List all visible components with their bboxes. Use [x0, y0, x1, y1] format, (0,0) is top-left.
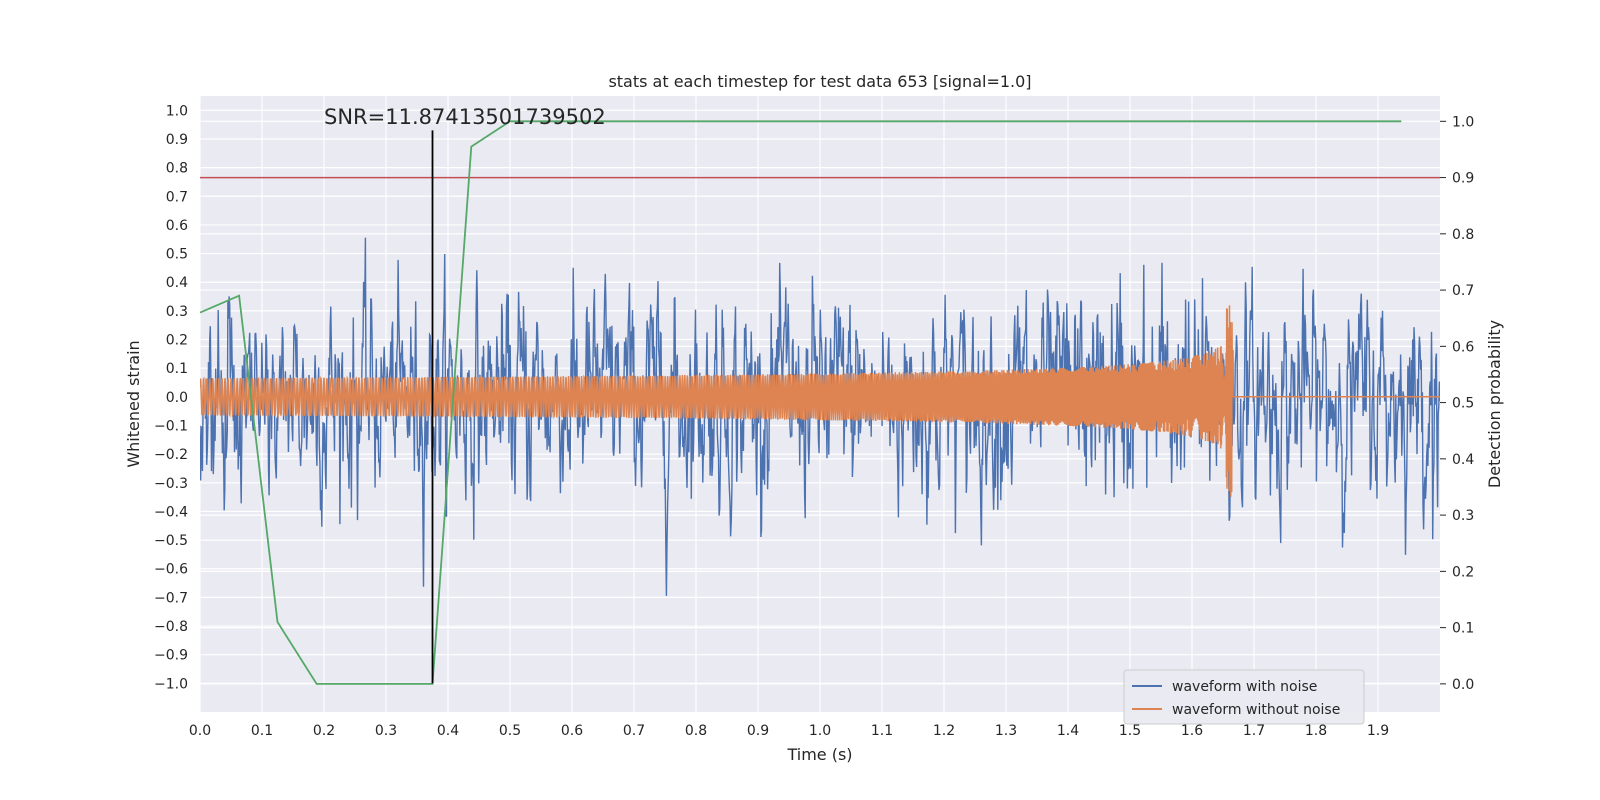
y-right-tick-label: 0.3 [1452, 508, 1474, 524]
series-waveform-without-noise [200, 305, 1440, 497]
y-right-tick-label: 0.6 [1452, 339, 1474, 355]
x-tick-label: 1.8 [1305, 723, 1327, 739]
y-tick-label: 0.2 [166, 333, 188, 349]
x-tick-label: 1.6 [1181, 723, 1203, 739]
x-tick-label: 1.9 [1367, 723, 1389, 739]
x-tick-label: 1.2 [933, 723, 955, 739]
x-tick-label: 0.9 [747, 723, 769, 739]
y-tick-label: 0.3 [166, 304, 188, 320]
x-axis-label: Time (s) [786, 745, 852, 764]
y-tick-label: 0.8 [166, 161, 188, 177]
x-tick-label: 0.1 [251, 723, 273, 739]
y-tick-label: −0.3 [154, 476, 188, 492]
y-tick-label: −0.6 [154, 562, 188, 578]
y-right-axis-ticks: 1.0 0.9 0.8 0.7 0.6 0.5 0.4 0.3 0.2 0.1 0.0 [1440, 114, 1474, 693]
y-tick-label: 0.0 [166, 390, 188, 406]
x-tick-label: 1.7 [1243, 723, 1265, 739]
y-tick-label: −0.8 [154, 619, 188, 635]
y-right-tick-label: 0.7 [1452, 283, 1474, 299]
y-tick-label: 0.7 [166, 189, 188, 205]
legend-box [1123, 669, 1365, 725]
legend-label-noise: waveform with noise [1172, 679, 1317, 695]
y-axis-ticks: 1.0 0.9 0.8 0.7 0.6 0.5 0.4 0.3 0.2 0.1 0.0 −0.1 −0.… [154, 103, 188, 692]
x-tick-label: 1.1 [871, 723, 893, 739]
y-tick-label: 0.5 [166, 247, 188, 263]
y-tick-label: 1.0 [166, 103, 188, 119]
legend-label-clean: waveform without noise [1172, 702, 1340, 718]
series-layer [200, 120, 1440, 685]
y-right-tick-label: 0.0 [1452, 677, 1474, 693]
y-right-tick-label: 0.8 [1452, 227, 1474, 243]
y-right-tick-label: 0.5 [1452, 396, 1474, 412]
series-clip-group [200, 120, 1440, 685]
snr-annotation: SNR=11.87413501739502 [324, 105, 606, 129]
y-tick-label: 0.4 [166, 275, 188, 291]
y-tick-label: 0.9 [166, 132, 188, 148]
y-right-tick-label: 0.4 [1452, 452, 1474, 468]
y-right-axis-label: Detection probability [1485, 320, 1504, 488]
y-right-tick-label: 0.1 [1452, 621, 1474, 637]
y-axis-label: Whitened strain [124, 340, 143, 467]
y-tick-label: −0.5 [154, 533, 188, 549]
x-tick-label: 1.3 [995, 723, 1017, 739]
x-tick-label: 0.6 [561, 723, 583, 739]
x-tick-label: 1.5 [1119, 723, 1141, 739]
chart-title: stats at each timestep for test data 653… [608, 72, 1031, 91]
y-tick-label: 0.1 [166, 361, 188, 377]
y-tick-label: −0.9 [154, 648, 188, 664]
x-tick-label: 0.4 [437, 723, 459, 739]
y-tick-label: −0.7 [154, 590, 188, 606]
x-tick-label: 0.7 [623, 723, 645, 739]
y-right-tick-label: 0.2 [1452, 564, 1474, 580]
x-tick-label: 0.3 [375, 723, 397, 739]
series-detection-probability [200, 120, 1402, 685]
y-right-tick-label: 0.9 [1452, 171, 1474, 187]
y-tick-label: −0.2 [154, 447, 188, 463]
x-tick-label: 0.8 [685, 723, 707, 739]
y-tick-label: 0.6 [166, 218, 188, 234]
y-tick-label: −1.0 [154, 676, 188, 692]
x-tick-label: 0.0 [189, 723, 211, 739]
y-tick-label: −0.4 [154, 504, 188, 520]
x-tick-label: 0.2 [313, 723, 335, 739]
x-tick-label: 1.4 [1057, 723, 1079, 739]
legend: waveform with noise waveform without noi… [1123, 669, 1365, 725]
x-axis-ticks: 0.0 0.1 0.2 0.3 0.4 0.5 0.6 0.7 0.8 0.9 1.0 1.1 1.2 1… [189, 723, 1389, 739]
y-tick-label: −0.1 [154, 418, 188, 434]
x-tick-label: 0.5 [499, 723, 521, 739]
x-tick-label: 1.0 [809, 723, 831, 739]
y-right-tick-label: 1.0 [1452, 114, 1474, 130]
